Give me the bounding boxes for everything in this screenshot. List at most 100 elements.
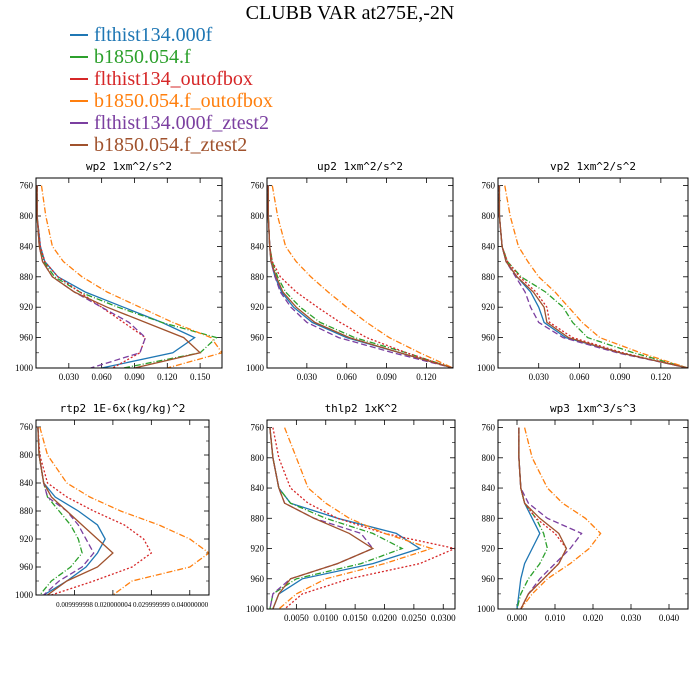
subplot-title: up2 1xm^2/s^2 bbox=[317, 160, 403, 173]
y-tick-label: 1000 bbox=[246, 604, 265, 614]
y-tick-label: 760 bbox=[20, 181, 34, 191]
y-tick-label: 760 bbox=[251, 423, 265, 433]
y-tick-label: 920 bbox=[251, 544, 265, 554]
y-tick-label: 920 bbox=[482, 544, 496, 554]
legend-label: b1850.054.f bbox=[94, 46, 191, 68]
y-tick-label: 960 bbox=[251, 333, 265, 343]
y-tick-label: 960 bbox=[20, 333, 34, 343]
x-tick-label: 0.030 bbox=[297, 372, 318, 382]
x-tick-label: 0.009999998 bbox=[56, 601, 93, 609]
plot-frame bbox=[497, 177, 689, 369]
subplot-title: vp2 1xm^2/s^2 bbox=[550, 160, 636, 173]
subplot-title: thlp2 1xK^2 bbox=[325, 402, 398, 415]
x-tick-label: 0.040 bbox=[659, 613, 680, 623]
y-tick-label: 1000 bbox=[246, 363, 265, 373]
x-tick-label: 0.030 bbox=[59, 372, 80, 382]
series-line bbox=[272, 427, 455, 609]
legend-label: flthist134_outofbox bbox=[94, 68, 253, 90]
series-line bbox=[269, 427, 404, 609]
y-tick-label: 880 bbox=[482, 272, 496, 282]
series-line bbox=[518, 427, 583, 609]
y-tick-label: 960 bbox=[482, 333, 496, 343]
x-tick-label: 0.040000000 bbox=[171, 601, 208, 609]
x-tick-label: 0.090 bbox=[124, 372, 145, 382]
y-tick-label: 880 bbox=[482, 513, 496, 523]
legend-item: b1850.054.f_ztest2 bbox=[70, 134, 273, 156]
series-line bbox=[498, 185, 688, 368]
legend-item: flthist134.000f_ztest2 bbox=[70, 112, 273, 134]
x-tick-label: 0.0250 bbox=[402, 613, 427, 623]
plot-frame bbox=[266, 177, 454, 369]
series-line bbox=[271, 185, 453, 368]
y-tick-label: 960 bbox=[251, 574, 265, 584]
x-tick-label: 0.020000004 bbox=[95, 601, 132, 609]
y-tick-label: 1000 bbox=[477, 363, 496, 373]
series-line bbox=[278, 427, 434, 609]
subplot: thlp2 1xK^2 760 800 840 880 920 960 1000 0.0050 0… bbox=[246, 402, 456, 623]
subplot: up2 1xm^2/s^2 760 800 840 880 920 960 1000 0.030… bbox=[246, 160, 454, 382]
x-tick-label: 0.060 bbox=[92, 372, 113, 382]
subplot: rtp2 1E-6x(kg/kg)^2 760 800 840 880 920 960 100… bbox=[15, 402, 210, 609]
series-line bbox=[37, 426, 83, 595]
x-tick-label: 0.060 bbox=[569, 372, 590, 382]
subplot-title: rtp2 1E-6x(kg/kg)^2 bbox=[60, 402, 186, 415]
legend-item: b1850.054.f_outofbox bbox=[70, 90, 273, 112]
legend-label: flthist134.000f bbox=[94, 24, 213, 46]
y-tick-label: 960 bbox=[482, 574, 496, 584]
x-tick-label: 0.029999999 bbox=[133, 601, 170, 609]
x-tick-label: 0.090 bbox=[376, 372, 397, 382]
legend-swatch bbox=[70, 34, 88, 36]
y-tick-label: 1000 bbox=[15, 590, 34, 600]
plot-frame bbox=[35, 419, 210, 596]
series-line bbox=[267, 185, 453, 368]
series-line bbox=[498, 185, 688, 368]
x-tick-label: 0.000 bbox=[507, 613, 528, 623]
legend-swatch bbox=[70, 100, 88, 102]
y-tick-label: 840 bbox=[251, 241, 265, 251]
y-tick-label: 800 bbox=[482, 211, 496, 221]
y-tick-label: 880 bbox=[251, 513, 265, 523]
plot-frame bbox=[497, 419, 689, 610]
y-tick-label: 760 bbox=[20, 422, 34, 432]
series-line bbox=[36, 185, 202, 368]
series-line bbox=[518, 427, 568, 609]
legend-label: b1850.054.f_ztest2 bbox=[94, 134, 248, 156]
series-line bbox=[39, 426, 209, 595]
series-line bbox=[267, 185, 453, 368]
legend-swatch bbox=[70, 144, 88, 146]
x-tick-label: 0.150 bbox=[190, 372, 211, 382]
legend-item: flthist134_outofbox bbox=[70, 68, 273, 90]
legend-label: b1850.054.f_outofbox bbox=[94, 90, 273, 112]
subplot-title: wp2 1xm^2/s^2 bbox=[86, 160, 172, 173]
y-tick-label: 840 bbox=[20, 241, 34, 251]
x-tick-label: 0.030 bbox=[529, 372, 550, 382]
y-tick-label: 880 bbox=[20, 272, 34, 282]
y-tick-label: 760 bbox=[482, 181, 496, 191]
y-tick-label: 920 bbox=[20, 534, 34, 544]
x-tick-label: 0.060 bbox=[337, 372, 358, 382]
legend-swatch bbox=[70, 122, 88, 124]
x-tick-label: 0.090 bbox=[610, 372, 631, 382]
x-tick-label: 0.120 bbox=[157, 372, 178, 382]
series-line bbox=[516, 427, 549, 609]
legend-item: b1850.054.f bbox=[70, 46, 273, 68]
y-tick-label: 1000 bbox=[15, 363, 34, 373]
x-tick-label: 0.0100 bbox=[313, 613, 338, 623]
series-line bbox=[269, 427, 375, 609]
subplot: vp2 1xm^2/s^2 760 800 840 880 920 960 1000 0.030… bbox=[477, 160, 689, 382]
y-tick-label: 920 bbox=[482, 302, 496, 312]
x-tick-label: 0.0050 bbox=[284, 613, 309, 623]
x-tick-label: 0.030 bbox=[621, 613, 642, 623]
y-tick-label: 840 bbox=[20, 478, 34, 488]
x-tick-label: 0.020 bbox=[583, 613, 604, 623]
series-line bbox=[504, 185, 688, 368]
y-tick-label: 880 bbox=[20, 506, 34, 516]
subplot-title: wp3 1xm^3/s^3 bbox=[550, 402, 636, 415]
legend-swatch bbox=[70, 78, 88, 80]
series-line bbox=[37, 426, 153, 595]
series-line bbox=[498, 185, 688, 368]
y-tick-label: 760 bbox=[482, 423, 496, 433]
plot-frame bbox=[266, 419, 456, 610]
y-tick-label: 800 bbox=[251, 211, 265, 221]
